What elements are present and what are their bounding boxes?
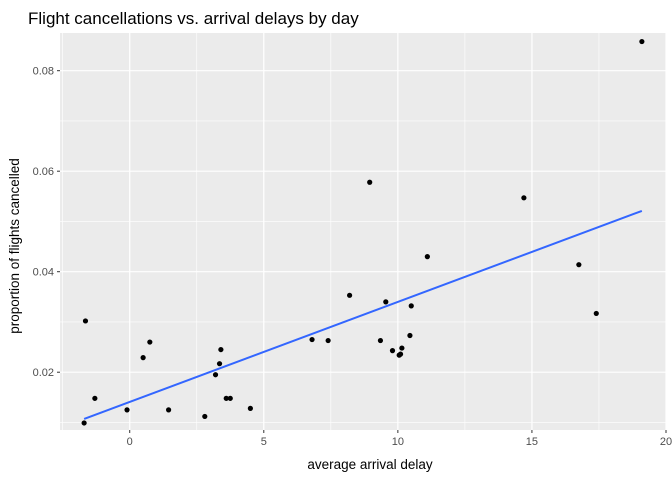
- minor-gridlines: [60, 33, 666, 430]
- data-point: [82, 318, 89, 324]
- data-point: [367, 179, 373, 185]
- x-axis: 0 5 10 15 20: [127, 430, 672, 448]
- data-point: [408, 303, 414, 309]
- data-point: [212, 372, 219, 378]
- data-point: [639, 38, 645, 45]
- plot-panel: [60, 33, 666, 430]
- x-tick-label: 10: [392, 436, 404, 448]
- data-point: [202, 413, 208, 420]
- data-point: [147, 339, 153, 345]
- data-point: [92, 395, 98, 401]
- data-point: [576, 262, 582, 268]
- data-point: [424, 254, 430, 260]
- y-tick-label: 0.08: [33, 66, 54, 78]
- data-point: [383, 299, 389, 305]
- y-axis: 0.02 0.04 0.06 0.08: [33, 66, 60, 379]
- data-point: [247, 405, 253, 411]
- data-point: [223, 395, 229, 401]
- data-point: [124, 407, 130, 413]
- data-point: [81, 420, 87, 426]
- data-point: [397, 351, 404, 357]
- data-point: [165, 407, 172, 413]
- data-point: [140, 355, 146, 361]
- x-axis-title: average arrival delay: [307, 457, 433, 472]
- y-tick-label: 0.04: [33, 267, 54, 279]
- data-point: [325, 337, 331, 344]
- x-tick-label: 0: [127, 436, 133, 448]
- data-point: [407, 332, 413, 339]
- points-layer: [81, 38, 645, 426]
- data-point: [216, 361, 223, 367]
- data-point: [309, 336, 315, 343]
- data-point: [593, 310, 599, 317]
- major-gridlines: [60, 33, 667, 430]
- data-point: [521, 195, 527, 201]
- chart-title: Flight cancellations vs. arrival delays …: [28, 9, 359, 28]
- y-tick-label: 0.06: [33, 166, 54, 178]
- trend-layer: [83, 209, 643, 420]
- data-point: [399, 345, 405, 351]
- data-point: [218, 346, 224, 353]
- x-tick-label: 20: [660, 436, 672, 448]
- y-tick-label: 0.02: [33, 367, 54, 379]
- x-tick-label: 15: [526, 436, 538, 448]
- data-point: [346, 292, 353, 298]
- y-axis-title: proportion of flights cancelled: [7, 158, 22, 334]
- trend-line: [83, 209, 643, 420]
- data-point: [227, 395, 233, 401]
- x-tick-label: 5: [261, 436, 267, 448]
- data-point: [377, 337, 384, 344]
- data-point: [389, 348, 396, 354]
